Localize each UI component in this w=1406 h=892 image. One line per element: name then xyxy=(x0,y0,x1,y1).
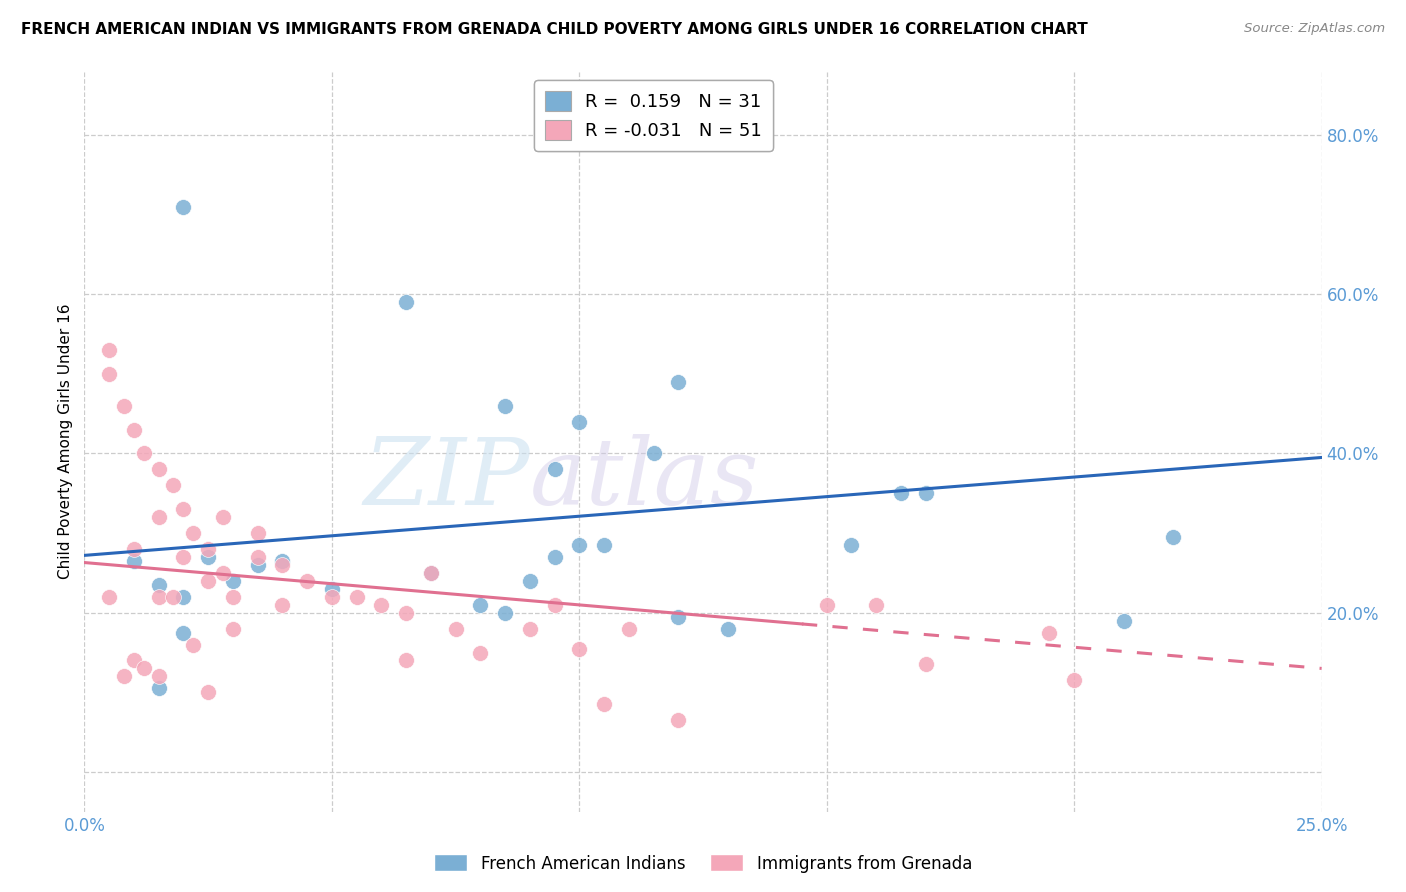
Point xyxy=(212,510,235,524)
Point xyxy=(98,367,121,381)
Point xyxy=(98,343,121,357)
Point xyxy=(543,462,565,476)
Point xyxy=(271,598,294,612)
Point xyxy=(568,641,591,656)
Point xyxy=(494,399,516,413)
Text: Source: ZipAtlas.com: Source: ZipAtlas.com xyxy=(1244,22,1385,36)
Point xyxy=(444,622,467,636)
Point xyxy=(321,590,343,604)
Point xyxy=(593,698,616,712)
Y-axis label: Child Poverty Among Girls Under 16: Child Poverty Among Girls Under 16 xyxy=(58,304,73,579)
Point xyxy=(666,609,689,624)
Point xyxy=(568,415,591,429)
Point xyxy=(148,669,170,683)
Point xyxy=(222,590,245,604)
Point xyxy=(181,638,204,652)
Text: atlas: atlas xyxy=(530,434,759,524)
Point xyxy=(617,622,640,636)
Point xyxy=(419,566,441,580)
Point xyxy=(246,558,269,572)
Point xyxy=(172,590,194,604)
Point xyxy=(132,446,155,460)
Point xyxy=(593,538,616,552)
Point xyxy=(271,558,294,572)
Point xyxy=(148,578,170,592)
Point xyxy=(295,574,318,588)
Point xyxy=(212,566,235,580)
Legend: R =  0.159   N = 31, R = -0.031   N = 51: R = 0.159 N = 31, R = -0.031 N = 51 xyxy=(534,80,772,151)
Point xyxy=(643,446,665,460)
Point xyxy=(148,462,170,476)
Point xyxy=(1112,614,1135,628)
Point xyxy=(1161,530,1184,544)
Point xyxy=(197,574,219,588)
Point xyxy=(914,486,936,500)
Point xyxy=(666,375,689,389)
Point xyxy=(122,554,145,568)
Point xyxy=(112,399,135,413)
Point xyxy=(395,606,418,620)
Point xyxy=(181,526,204,541)
Text: FRENCH AMERICAN INDIAN VS IMMIGRANTS FROM GRENADA CHILD POVERTY AMONG GIRLS UNDE: FRENCH AMERICAN INDIAN VS IMMIGRANTS FRO… xyxy=(21,22,1088,37)
Point xyxy=(914,657,936,672)
Point xyxy=(148,510,170,524)
Point xyxy=(890,486,912,500)
Point xyxy=(246,526,269,541)
Point xyxy=(370,598,392,612)
Point xyxy=(197,685,219,699)
Point xyxy=(395,295,418,310)
Point xyxy=(717,622,740,636)
Point xyxy=(172,625,194,640)
Point xyxy=(815,598,838,612)
Point xyxy=(519,622,541,636)
Point xyxy=(865,598,887,612)
Point xyxy=(395,653,418,667)
Point xyxy=(494,606,516,620)
Point xyxy=(271,554,294,568)
Point xyxy=(1063,673,1085,688)
Point xyxy=(222,574,245,588)
Point xyxy=(543,598,565,612)
Point xyxy=(172,200,194,214)
Point xyxy=(222,622,245,636)
Point xyxy=(543,549,565,564)
Point xyxy=(132,661,155,675)
Point xyxy=(98,590,121,604)
Point xyxy=(148,590,170,604)
Point xyxy=(841,538,863,552)
Point xyxy=(419,566,441,580)
Text: ZIP: ZIP xyxy=(363,434,530,524)
Point xyxy=(321,582,343,596)
Point xyxy=(172,549,194,564)
Point xyxy=(148,681,170,696)
Point xyxy=(666,713,689,727)
Point xyxy=(197,541,219,556)
Point xyxy=(162,478,184,492)
Legend: French American Indians, Immigrants from Grenada: French American Indians, Immigrants from… xyxy=(427,847,979,880)
Point xyxy=(1038,625,1060,640)
Point xyxy=(246,549,269,564)
Point xyxy=(470,646,492,660)
Point xyxy=(519,574,541,588)
Point xyxy=(112,669,135,683)
Point xyxy=(470,598,492,612)
Point xyxy=(122,541,145,556)
Point xyxy=(162,590,184,604)
Point xyxy=(172,502,194,516)
Point xyxy=(346,590,368,604)
Point xyxy=(122,423,145,437)
Point xyxy=(197,549,219,564)
Point xyxy=(568,538,591,552)
Point xyxy=(122,653,145,667)
